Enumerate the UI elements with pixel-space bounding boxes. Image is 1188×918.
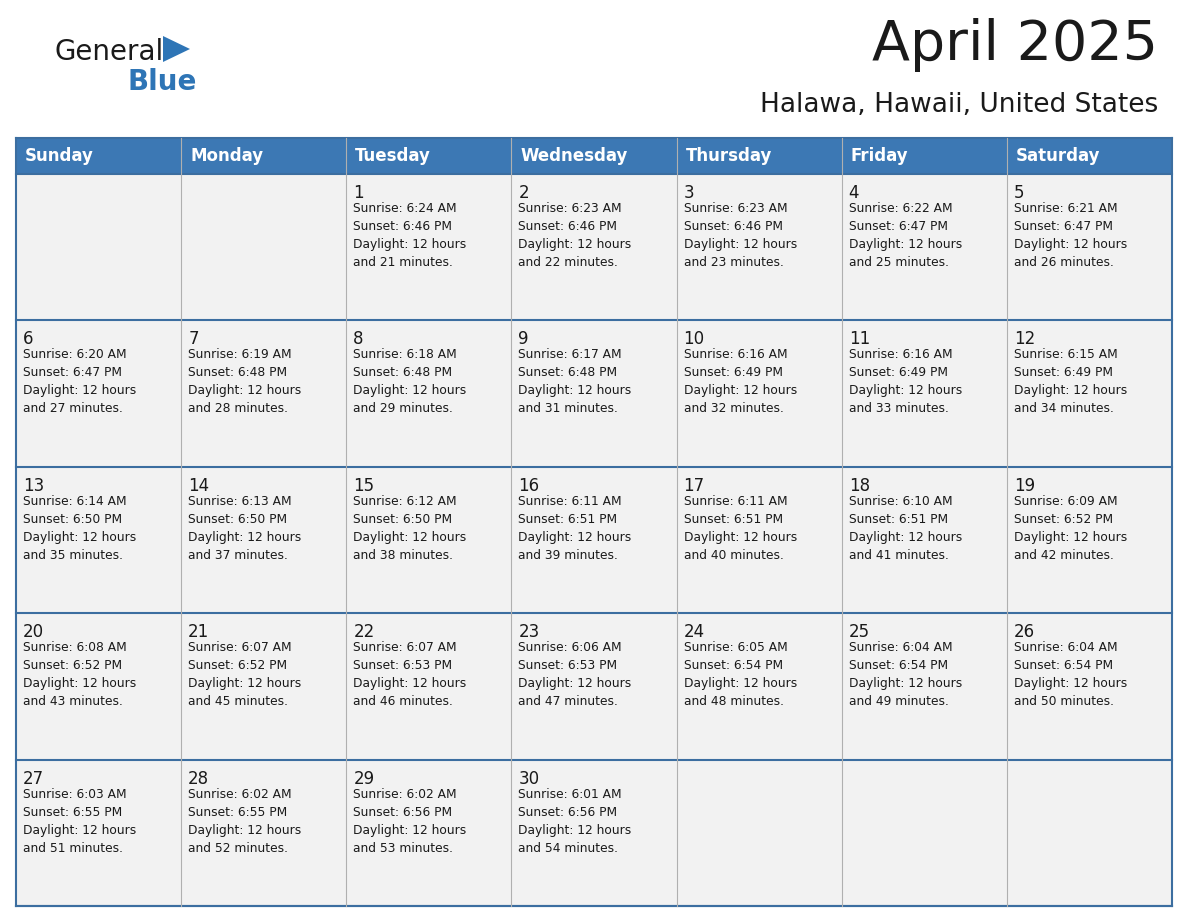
Text: Sunrise: 6:02 AM
Sunset: 6:55 PM
Daylight: 12 hours
and 52 minutes.: Sunrise: 6:02 AM Sunset: 6:55 PM Dayligh…	[188, 788, 302, 855]
Text: 4: 4	[848, 184, 859, 202]
Polygon shape	[163, 36, 190, 62]
Text: 2: 2	[518, 184, 529, 202]
Text: 30: 30	[518, 769, 539, 788]
Text: 25: 25	[848, 623, 870, 641]
Text: 15: 15	[353, 476, 374, 495]
Text: 9: 9	[518, 330, 529, 349]
Text: 21: 21	[188, 623, 209, 641]
Text: Sunrise: 6:21 AM
Sunset: 6:47 PM
Daylight: 12 hours
and 26 minutes.: Sunrise: 6:21 AM Sunset: 6:47 PM Dayligh…	[1013, 202, 1127, 269]
Text: Wednesday: Wednesday	[520, 147, 627, 165]
Text: 1: 1	[353, 184, 364, 202]
Text: 29: 29	[353, 769, 374, 788]
Text: Sunrise: 6:13 AM
Sunset: 6:50 PM
Daylight: 12 hours
and 37 minutes.: Sunrise: 6:13 AM Sunset: 6:50 PM Dayligh…	[188, 495, 302, 562]
Text: Sunrise: 6:06 AM
Sunset: 6:53 PM
Daylight: 12 hours
and 47 minutes.: Sunrise: 6:06 AM Sunset: 6:53 PM Dayligh…	[518, 641, 632, 708]
Text: Sunrise: 6:23 AM
Sunset: 6:46 PM
Daylight: 12 hours
and 23 minutes.: Sunrise: 6:23 AM Sunset: 6:46 PM Dayligh…	[683, 202, 797, 269]
Text: Sunrise: 6:10 AM
Sunset: 6:51 PM
Daylight: 12 hours
and 41 minutes.: Sunrise: 6:10 AM Sunset: 6:51 PM Dayligh…	[848, 495, 962, 562]
Text: Sunrise: 6:16 AM
Sunset: 6:49 PM
Daylight: 12 hours
and 33 minutes.: Sunrise: 6:16 AM Sunset: 6:49 PM Dayligh…	[848, 349, 962, 416]
Text: Sunday: Sunday	[25, 147, 94, 165]
Text: Sunrise: 6:11 AM
Sunset: 6:51 PM
Daylight: 12 hours
and 40 minutes.: Sunrise: 6:11 AM Sunset: 6:51 PM Dayligh…	[683, 495, 797, 562]
Text: Sunrise: 6:18 AM
Sunset: 6:48 PM
Daylight: 12 hours
and 29 minutes.: Sunrise: 6:18 AM Sunset: 6:48 PM Dayligh…	[353, 349, 467, 416]
Text: 8: 8	[353, 330, 364, 349]
Text: Sunrise: 6:03 AM
Sunset: 6:55 PM
Daylight: 12 hours
and 51 minutes.: Sunrise: 6:03 AM Sunset: 6:55 PM Dayligh…	[23, 788, 137, 855]
Text: Monday: Monday	[190, 147, 264, 165]
Text: 20: 20	[23, 623, 44, 641]
Text: Sunrise: 6:24 AM
Sunset: 6:46 PM
Daylight: 12 hours
and 21 minutes.: Sunrise: 6:24 AM Sunset: 6:46 PM Dayligh…	[353, 202, 467, 269]
Text: 16: 16	[518, 476, 539, 495]
Text: Sunrise: 6:05 AM
Sunset: 6:54 PM
Daylight: 12 hours
and 48 minutes.: Sunrise: 6:05 AM Sunset: 6:54 PM Dayligh…	[683, 641, 797, 708]
FancyBboxPatch shape	[15, 174, 1173, 320]
FancyBboxPatch shape	[15, 466, 1173, 613]
Text: Sunrise: 6:16 AM
Sunset: 6:49 PM
Daylight: 12 hours
and 32 minutes.: Sunrise: 6:16 AM Sunset: 6:49 PM Dayligh…	[683, 349, 797, 416]
Text: Sunrise: 6:11 AM
Sunset: 6:51 PM
Daylight: 12 hours
and 39 minutes.: Sunrise: 6:11 AM Sunset: 6:51 PM Dayligh…	[518, 495, 632, 562]
Text: 26: 26	[1013, 623, 1035, 641]
Text: Sunrise: 6:14 AM
Sunset: 6:50 PM
Daylight: 12 hours
and 35 minutes.: Sunrise: 6:14 AM Sunset: 6:50 PM Dayligh…	[23, 495, 137, 562]
Text: General: General	[55, 38, 164, 66]
Text: Friday: Friday	[851, 147, 909, 165]
Text: 28: 28	[188, 769, 209, 788]
FancyBboxPatch shape	[15, 320, 1173, 466]
Text: 18: 18	[848, 476, 870, 495]
Text: Sunrise: 6:07 AM
Sunset: 6:52 PM
Daylight: 12 hours
and 45 minutes.: Sunrise: 6:07 AM Sunset: 6:52 PM Dayligh…	[188, 641, 302, 708]
Text: Blue: Blue	[127, 68, 196, 96]
Text: Sunrise: 6:04 AM
Sunset: 6:54 PM
Daylight: 12 hours
and 50 minutes.: Sunrise: 6:04 AM Sunset: 6:54 PM Dayligh…	[1013, 641, 1127, 708]
Text: 10: 10	[683, 330, 704, 349]
Text: Sunrise: 6:08 AM
Sunset: 6:52 PM
Daylight: 12 hours
and 43 minutes.: Sunrise: 6:08 AM Sunset: 6:52 PM Dayligh…	[23, 641, 137, 708]
Text: Sunrise: 6:09 AM
Sunset: 6:52 PM
Daylight: 12 hours
and 42 minutes.: Sunrise: 6:09 AM Sunset: 6:52 PM Dayligh…	[1013, 495, 1127, 562]
Text: Sunrise: 6:15 AM
Sunset: 6:49 PM
Daylight: 12 hours
and 34 minutes.: Sunrise: 6:15 AM Sunset: 6:49 PM Dayligh…	[1013, 349, 1127, 416]
Text: Sunrise: 6:07 AM
Sunset: 6:53 PM
Daylight: 12 hours
and 46 minutes.: Sunrise: 6:07 AM Sunset: 6:53 PM Dayligh…	[353, 641, 467, 708]
Text: 11: 11	[848, 330, 870, 349]
Text: 27: 27	[23, 769, 44, 788]
FancyBboxPatch shape	[15, 759, 1173, 906]
Text: Sunrise: 6:17 AM
Sunset: 6:48 PM
Daylight: 12 hours
and 31 minutes.: Sunrise: 6:17 AM Sunset: 6:48 PM Dayligh…	[518, 349, 632, 416]
Text: Sunrise: 6:04 AM
Sunset: 6:54 PM
Daylight: 12 hours
and 49 minutes.: Sunrise: 6:04 AM Sunset: 6:54 PM Dayligh…	[848, 641, 962, 708]
Text: Sunrise: 6:01 AM
Sunset: 6:56 PM
Daylight: 12 hours
and 54 minutes.: Sunrise: 6:01 AM Sunset: 6:56 PM Dayligh…	[518, 788, 632, 855]
Text: 24: 24	[683, 623, 704, 641]
Text: Sunrise: 6:23 AM
Sunset: 6:46 PM
Daylight: 12 hours
and 22 minutes.: Sunrise: 6:23 AM Sunset: 6:46 PM Dayligh…	[518, 202, 632, 269]
Text: April 2025: April 2025	[872, 18, 1158, 72]
Text: Thursday: Thursday	[685, 147, 772, 165]
Text: 22: 22	[353, 623, 374, 641]
Text: 19: 19	[1013, 476, 1035, 495]
Text: Saturday: Saturday	[1016, 147, 1100, 165]
Text: Sunrise: 6:12 AM
Sunset: 6:50 PM
Daylight: 12 hours
and 38 minutes.: Sunrise: 6:12 AM Sunset: 6:50 PM Dayligh…	[353, 495, 467, 562]
Text: 6: 6	[23, 330, 33, 349]
Text: 17: 17	[683, 476, 704, 495]
FancyBboxPatch shape	[15, 138, 1173, 174]
Text: Sunrise: 6:20 AM
Sunset: 6:47 PM
Daylight: 12 hours
and 27 minutes.: Sunrise: 6:20 AM Sunset: 6:47 PM Dayligh…	[23, 349, 137, 416]
Text: 7: 7	[188, 330, 198, 349]
Text: 23: 23	[518, 623, 539, 641]
Text: 3: 3	[683, 184, 694, 202]
Text: 14: 14	[188, 476, 209, 495]
Text: Sunrise: 6:22 AM
Sunset: 6:47 PM
Daylight: 12 hours
and 25 minutes.: Sunrise: 6:22 AM Sunset: 6:47 PM Dayligh…	[848, 202, 962, 269]
Text: 5: 5	[1013, 184, 1024, 202]
Text: Halawa, Hawaii, United States: Halawa, Hawaii, United States	[760, 92, 1158, 118]
Text: 12: 12	[1013, 330, 1035, 349]
Text: Sunrise: 6:19 AM
Sunset: 6:48 PM
Daylight: 12 hours
and 28 minutes.: Sunrise: 6:19 AM Sunset: 6:48 PM Dayligh…	[188, 349, 302, 416]
Text: Tuesday: Tuesday	[355, 147, 431, 165]
Text: Sunrise: 6:02 AM
Sunset: 6:56 PM
Daylight: 12 hours
and 53 minutes.: Sunrise: 6:02 AM Sunset: 6:56 PM Dayligh…	[353, 788, 467, 855]
FancyBboxPatch shape	[15, 613, 1173, 759]
Text: 13: 13	[23, 476, 44, 495]
